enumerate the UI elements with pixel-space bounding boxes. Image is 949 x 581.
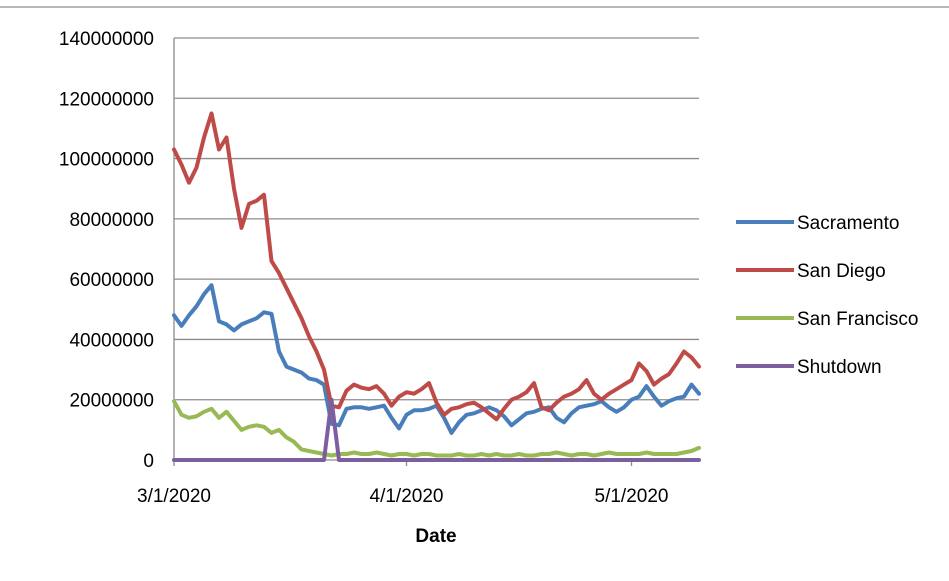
y-axis-tick-labels: 0 20000000 40000000 60000000 80000000 1000000… [59,29,154,472]
x-axis-title: Date [415,526,456,547]
y-tick-label: 100000000 [59,150,154,171]
series-lines [172,111,701,462]
x-tick-label: 3/1/2020 [137,486,211,507]
y-tick-label: 60000000 [69,270,154,291]
legend-label-san-diego: San Diego [797,261,886,282]
axes [173,38,699,461]
x-tick-label: 5/1/2020 [595,486,669,507]
series-line-shutdown [172,397,701,462]
series-line-sacramento [172,283,701,435]
x-axis-tick-labels: 3/1/2020 4/1/2020 5/1/2020 [137,460,668,507]
legend-label-shutdown: Shutdown [797,357,882,378]
gridlines [174,37,699,401]
y-tick-label: 20000000 [69,391,154,412]
y-tick-label: 140000000 [59,29,154,50]
series-line-san-diego [172,111,701,422]
y-tick-label: 80000000 [69,210,154,231]
series-line-san-francisco [172,399,701,458]
legend-label-san-francisco: San Francisco [797,309,918,330]
y-tick-label: 40000000 [69,330,154,351]
legend-label-sacramento: Sacramento [797,213,899,234]
legend: Sacramento San Diego San Francisco Shutdown [736,213,918,378]
x-tick-label: 4/1/2020 [370,486,444,507]
y-tick-label: 120000000 [59,89,154,110]
y-tick-label: 0 [143,451,154,472]
